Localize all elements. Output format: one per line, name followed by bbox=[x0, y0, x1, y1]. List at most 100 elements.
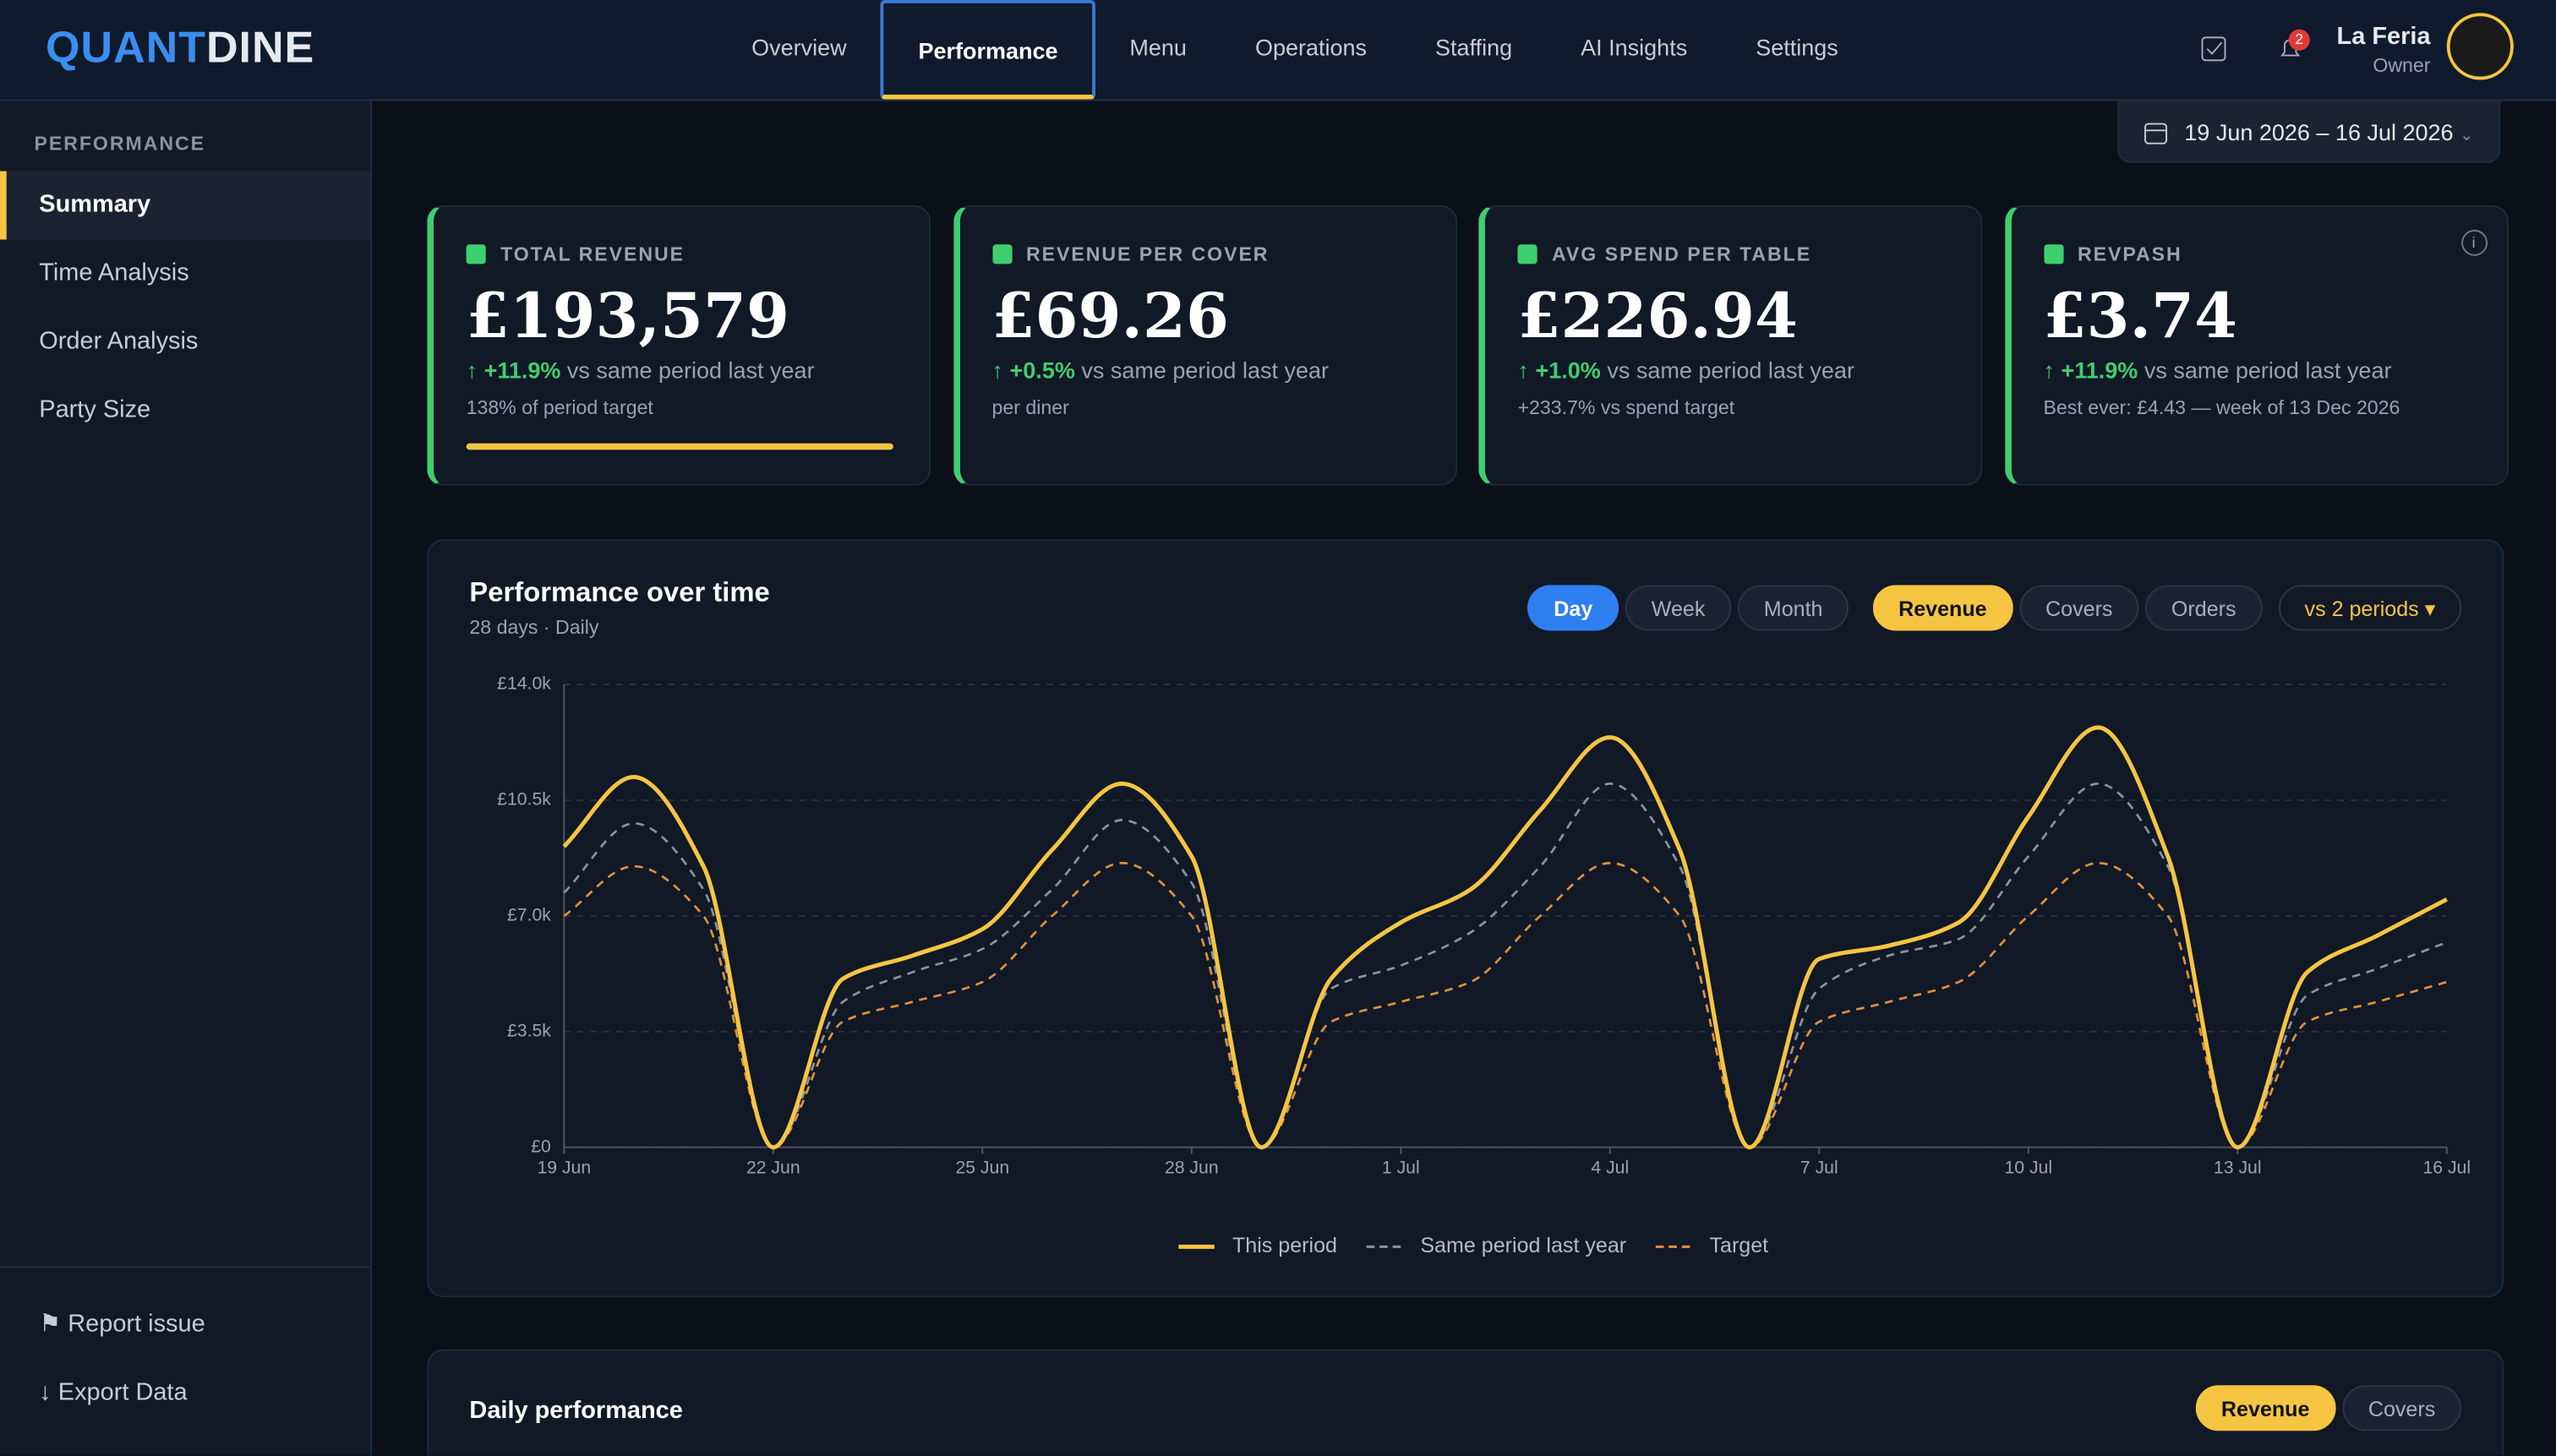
kpi-change-text: vs same period last year bbox=[1607, 357, 1854, 384]
nav-item[interactable]: Performance bbox=[881, 0, 1095, 100]
sidebar-section: PERFORMANCE bbox=[34, 132, 206, 155]
metric-button[interactable]: Covers bbox=[2341, 1385, 2462, 1431]
kpi-value: £69.26 bbox=[991, 278, 1230, 352]
chart-subtitle: 28 days · Daily bbox=[469, 615, 599, 639]
daily-title: Daily performance bbox=[469, 1396, 683, 1425]
tasks-icon[interactable] bbox=[2199, 34, 2229, 63]
compare-button[interactable]: vs 2 periods ▾ bbox=[2278, 585, 2462, 631]
nav-item[interactable]: Settings bbox=[1756, 34, 1838, 61]
kpi-card: AVG SPEND PER TABLE £226.94 ↑ +1.0% vs sam… bbox=[1478, 204, 1983, 486]
y-tick-label: £14.0k bbox=[497, 674, 551, 694]
logo-part: DINE bbox=[205, 22, 315, 72]
nav: Overview Performance Menu Operations Staffin… bbox=[718, 0, 1873, 100]
daily-card: Daily performance Revenue Covers bbox=[427, 1349, 2504, 1456]
kpi-label: AVG SPEND PER TABLE bbox=[1517, 243, 1811, 265]
kpi-label: REVPASH bbox=[2043, 243, 2182, 265]
nav-item[interactable]: Operations bbox=[1254, 34, 1368, 61]
info-icon[interactable]: i bbox=[2460, 229, 2488, 256]
nav-item[interactable]: Menu bbox=[1129, 34, 1187, 61]
kpi-note: Best ever: £4.43 — week of 13 Dec 2026 bbox=[2043, 395, 2400, 419]
series-line bbox=[563, 783, 2448, 1149]
chart-controls: Day Week Month Revenue Covers Orders vs 2 per… bbox=[1521, 585, 2462, 631]
x-tick-label: 25 Jun bbox=[955, 1158, 1009, 1177]
badge: 2 bbox=[2288, 29, 2310, 51]
user-role: Owner bbox=[2373, 53, 2431, 77]
sidebar-item[interactable]: Time Analysis bbox=[39, 259, 189, 287]
kpi-value: £226.94 bbox=[1517, 278, 1798, 352]
kpi-change-text: vs same period last year bbox=[1081, 357, 1329, 384]
metric-button[interactable]: Revenue bbox=[1872, 585, 2013, 631]
daily-controls: Revenue Covers bbox=[2188, 1385, 2462, 1431]
chart: £0 £3.5k £7.0k £10.5k £14.0k 19 Jun 22 Jun 25 J… bbox=[497, 674, 2471, 1257]
x-tick-label: 19 Jun bbox=[537, 1158, 591, 1177]
sidebar-link-text: Export Data bbox=[57, 1378, 188, 1407]
x-tick-label: 7 Jul bbox=[1800, 1158, 1838, 1177]
y-tick-label: £3.5k bbox=[507, 1021, 551, 1040]
user-name: La Feria bbox=[2336, 22, 2431, 51]
kpi-note: per diner bbox=[991, 395, 1069, 419]
kpi-change-value: ↑ +1.0% bbox=[1517, 357, 1601, 384]
legend-label: Same period last year bbox=[1420, 1234, 1626, 1257]
metric-button[interactable]: Revenue bbox=[2195, 1385, 2336, 1431]
kpi-change: ↑ +11.9% vs same period last year bbox=[2043, 357, 2391, 383]
y-tick-label: £7.0k bbox=[507, 905, 551, 924]
legend-label: Target bbox=[1709, 1234, 1768, 1257]
nav-item[interactable]: Staffing bbox=[1435, 34, 1513, 61]
sidebar: PERFORMANCE Summary Time Analysis Order An… bbox=[0, 101, 372, 1456]
period-button[interactable]: Week bbox=[1625, 585, 1732, 631]
logo-part: QUANT bbox=[45, 22, 206, 72]
kpi-change-value: ↑ +0.5% bbox=[991, 357, 1075, 384]
sidebar-item[interactable]: Party Size bbox=[39, 395, 151, 424]
date-picker[interactable]: 19 Jun 2026 – 16 Jul 2026 ⌄ bbox=[2117, 99, 2501, 163]
date-range: 19 Jun 2026 – 16 Jul 2026 bbox=[2184, 118, 2454, 145]
sidebar-items: Summary Time Analysis Order Analysis Party … bbox=[0, 171, 370, 444]
metric-button[interactable]: Covers bbox=[2019, 585, 2139, 631]
x-tick-label: 1 Jul bbox=[1382, 1158, 1420, 1177]
sidebar-link-text: Report issue bbox=[68, 1310, 205, 1339]
x-tick-label: 13 Jul bbox=[2214, 1158, 2262, 1177]
kpi-change-text: vs same period last year bbox=[566, 357, 815, 384]
chart-card: Performance over time 28 days · Daily Da… bbox=[427, 539, 2504, 1298]
x-tick-label: 4 Jul bbox=[1591, 1158, 1629, 1177]
period-button[interactable]: Day bbox=[1527, 585, 1619, 631]
kpi-label: REVENUE PER COVER bbox=[992, 243, 1270, 265]
calendar-icon bbox=[2144, 123, 2168, 145]
y-tick-label: £10.5k bbox=[497, 790, 551, 810]
kpi-label: TOTAL REVENUE bbox=[467, 243, 685, 265]
kpi-change-value: ↑ +11.9% bbox=[466, 357, 561, 384]
y-tick-label: £0 bbox=[531, 1137, 551, 1156]
kpi-change-value: ↑ +11.9% bbox=[2043, 357, 2138, 384]
period-button[interactable]: Month bbox=[1737, 585, 1849, 631]
x-tick-label: 16 Jul bbox=[2422, 1158, 2471, 1177]
top-bar: QUANTDINE Overview Performance Menu Operati… bbox=[0, 0, 2556, 101]
kpi-change-text: vs same period last year bbox=[2144, 357, 2392, 384]
kpi-note: 138% of period target bbox=[466, 395, 653, 419]
sidebar-item[interactable]: Order Analysis bbox=[39, 327, 199, 356]
metric-button[interactable]: Orders bbox=[2145, 585, 2263, 631]
chart-title: Performance over time bbox=[469, 576, 770, 608]
sidebar-item[interactable]: Summary bbox=[0, 171, 370, 240]
x-tick-label: 10 Jul bbox=[2004, 1158, 2052, 1177]
kpi-change: ↑ +0.5% vs same period last year bbox=[992, 357, 1329, 383]
kpi-value: £193,579 bbox=[466, 278, 790, 352]
user[interactable]: La Feria Owner bbox=[2202, 22, 2431, 77]
nav-item[interactable]: Overview bbox=[751, 34, 847, 61]
nav-item[interactable]: AI Insights bbox=[1581, 34, 1688, 61]
avatar[interactable] bbox=[2446, 13, 2514, 80]
kpi-change: ↑ +11.9% vs same period last year bbox=[467, 357, 815, 383]
sidebar-link[interactable]: ⚑ Report issue bbox=[39, 1310, 205, 1339]
kpi-value: £3.74 bbox=[2043, 278, 2237, 352]
kpi-card: REVENUE PER COVER £69.26 ↑ +0.5% vs same p… bbox=[953, 204, 1457, 486]
series-line bbox=[562, 725, 2448, 1150]
sidebar-link[interactable]: ↓ Export Data bbox=[39, 1378, 188, 1407]
logo: QUANTDINE bbox=[46, 23, 314, 74]
legend-label: This period bbox=[1232, 1234, 1337, 1257]
x-tick-label: 28 Jun bbox=[1165, 1158, 1219, 1177]
series-line bbox=[563, 861, 2448, 1149]
x-tick-label: 22 Jun bbox=[746, 1158, 800, 1177]
target-bar bbox=[466, 443, 893, 450]
sidebar-footer: ⚑ Report issue ↓ Export Data bbox=[0, 1266, 370, 1427]
kpi-change: ↑ +1.0% vs same period last year bbox=[1517, 357, 1854, 383]
